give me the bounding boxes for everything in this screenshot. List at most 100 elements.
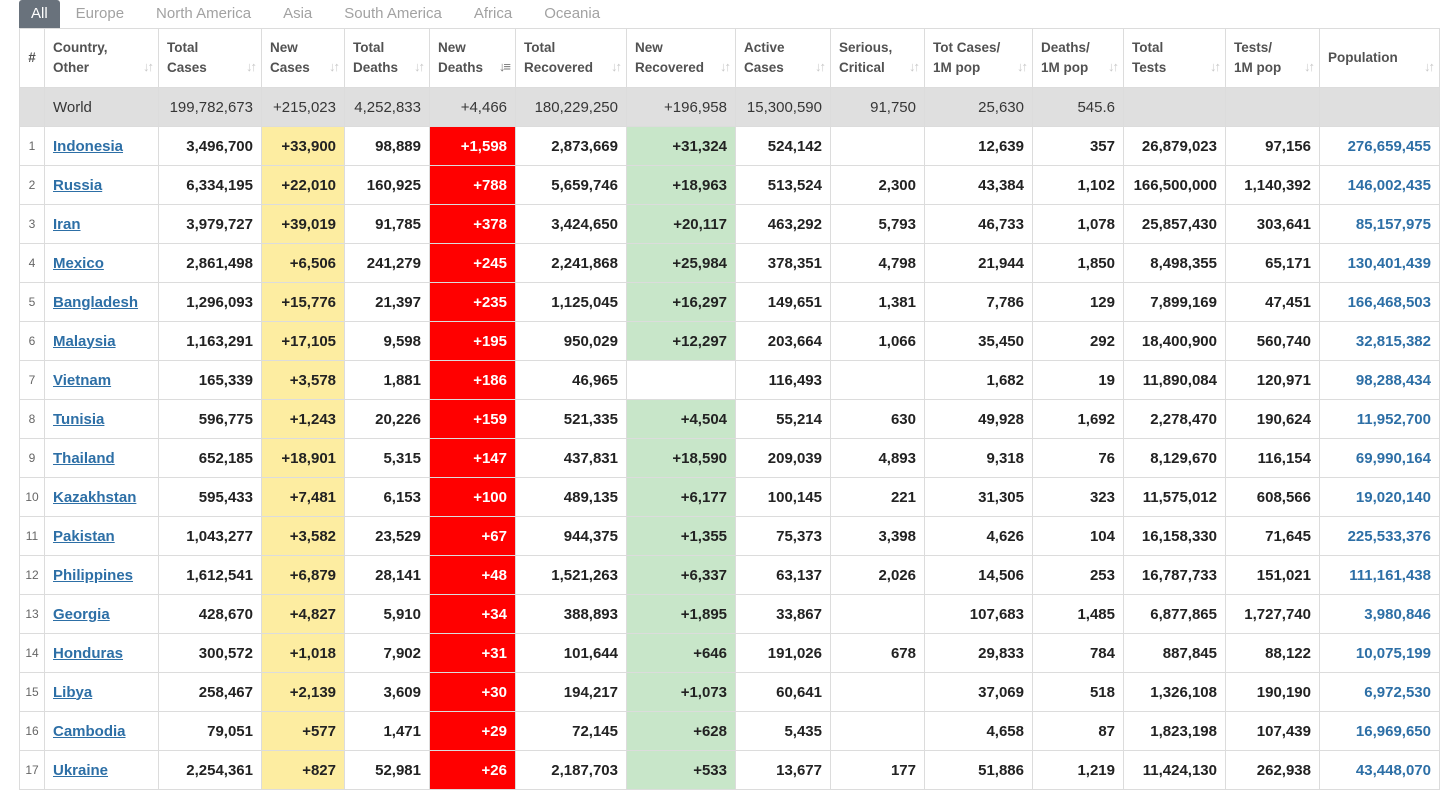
header-tests-per-1m[interactable]: Tests/1M pop ↓↑	[1225, 28, 1320, 88]
sort-desc-icon[interactable]: ↓≡	[498, 59, 511, 74]
header-total-deaths[interactable]: Total Deaths ↓↑	[344, 28, 430, 88]
cell-total-recovered: 72,145	[515, 711, 627, 751]
cell-country: World	[44, 87, 159, 127]
cell-new-deaths: +788	[429, 165, 516, 205]
header-new-recovered[interactable]: New Recovered ↓↑	[626, 28, 736, 88]
cell-active-cases: 13,677	[735, 750, 831, 790]
cell-new-deaths: +34	[429, 594, 516, 634]
country-link[interactable]: Kazakhstan	[53, 488, 137, 506]
country-link[interactable]: Cambodia	[53, 722, 126, 740]
sort-icon[interactable]: ↓↑	[815, 59, 826, 74]
cell-new-deaths: +378	[429, 204, 516, 244]
header-total-cases[interactable]: Total Cases ↓↑	[158, 28, 262, 88]
header-new-deaths[interactable]: New Deaths ↓≡	[429, 28, 516, 88]
country-link[interactable]: Pakistan	[53, 527, 115, 545]
cell-total-recovered: 437,831	[515, 438, 627, 478]
cell-active-cases: 100,145	[735, 477, 831, 517]
cell-index: 17	[19, 750, 45, 790]
cell-serious-critical: 678	[830, 633, 925, 673]
cell-total-deaths: 20,226	[344, 399, 430, 439]
header-label-line1: Tests/	[1234, 40, 1273, 55]
cell-tests-per-1m: 560,740	[1225, 321, 1320, 361]
sort-icon[interactable]: ↓↑	[1304, 59, 1315, 74]
cell-new-deaths: +31	[429, 633, 516, 673]
cell-total-recovered: 2,241,868	[515, 243, 627, 283]
sort-icon[interactable]: ↓↑	[414, 59, 425, 74]
continent-tabs: All Europe North America Asia South America A…	[19, 0, 616, 28]
cell-tests-per-1m: 303,641	[1225, 204, 1320, 244]
sort-icon[interactable]: ↓↑	[720, 59, 731, 74]
header-country[interactable]: Country, Other ↓↑	[44, 28, 159, 88]
cell-population: 16,969,650	[1319, 711, 1440, 751]
cell-deaths-per-1m: 357	[1032, 126, 1124, 166]
header-label-line1: Total	[353, 40, 385, 55]
tab-asia[interactable]: Asia	[283, 5, 313, 22]
cell-deaths-per-1m: 129	[1032, 282, 1124, 322]
cell-tests-per-1m: 97,156	[1225, 126, 1320, 166]
tab-oceania[interactable]: Oceania	[544, 5, 601, 22]
country-link[interactable]: Georgia	[53, 605, 110, 623]
header-label-line1: Total	[524, 40, 556, 55]
sort-icon[interactable]: ↓↑	[329, 59, 340, 74]
tab-africa[interactable]: Africa	[473, 5, 513, 22]
table-row: 11 Pakistan 1,043,277 +3,582 23,529 +67 944,37…	[19, 516, 1440, 556]
table-row: 14 Honduras 300,572 +1,018 7,902 +31 101,644 +6…	[19, 633, 1440, 673]
country-link[interactable]: Indonesia	[53, 137, 124, 155]
cell-serious-critical	[830, 711, 925, 751]
header-label-line2: 1M pop	[1041, 60, 1089, 75]
header-new-cases[interactable]: New Cases ↓↑	[261, 28, 345, 88]
header-serious-critical[interactable]: Serious, Critical ↓↑	[830, 28, 925, 88]
header-deaths-per-1m[interactable]: Deaths/1M pop ↓↑	[1032, 28, 1124, 88]
tab-north-america[interactable]: North America	[156, 5, 252, 22]
country-link[interactable]: Ukraine	[53, 761, 109, 779]
tab-all[interactable]: All	[19, 0, 60, 28]
tab-europe[interactable]: Europe	[75, 5, 125, 22]
sort-icon[interactable]: ↓↑	[1210, 59, 1221, 74]
cell-total-tests: 11,575,012	[1123, 477, 1226, 517]
cell-total-cases: 1,612,541	[158, 555, 262, 595]
sort-icon[interactable]: ↓↑	[143, 59, 154, 74]
cell-total-cases: 595,433	[158, 477, 262, 517]
header-label-line2: Deaths	[353, 60, 399, 75]
cell-serious-critical: 1,381	[830, 282, 925, 322]
sort-icon[interactable]: ↓↑	[1017, 59, 1028, 74]
cell-index: 3	[19, 204, 45, 244]
cell-new-recovered: +628	[626, 711, 736, 751]
country-link[interactable]: Mexico	[53, 254, 104, 272]
cell-tests-per-1m: 608,566	[1225, 477, 1320, 517]
tab-south-america[interactable]: South America	[344, 5, 442, 22]
header-population[interactable]: Population ↓↑	[1319, 28, 1440, 88]
cell-tests-per-1m: 190,190	[1225, 672, 1320, 712]
sort-icon[interactable]: ↓↑	[1424, 59, 1435, 74]
cell-population: 6,972,530	[1319, 672, 1440, 712]
sort-icon[interactable]: ↓↑	[611, 59, 622, 74]
header-total-recovered[interactable]: Total Recovered ↓↑	[515, 28, 627, 88]
sort-icon[interactable]: ↓↑	[1108, 59, 1119, 74]
cell-new-deaths: +30	[429, 672, 516, 712]
sort-icon[interactable]: ↓↑	[246, 59, 257, 74]
country-link[interactable]: Vietnam	[53, 371, 112, 389]
country-link[interactable]: Russia	[53, 176, 103, 194]
sort-icon[interactable]: ↓↑	[909, 59, 920, 74]
header-active-cases[interactable]: Active Cases ↓↑	[735, 28, 831, 88]
cell-total-cases: 6,334,195	[158, 165, 262, 205]
cell-serious-critical: 4,798	[830, 243, 925, 283]
table-row: 1 Indonesia 3,496,700 +33,900 98,889 +1,598 2,…	[19, 126, 1440, 166]
country-link[interactable]: Iran	[53, 215, 81, 233]
country-link[interactable]: Thailand	[53, 449, 115, 467]
header-index[interactable]: #	[19, 28, 45, 88]
country-link[interactable]: Bangladesh	[53, 293, 139, 311]
country-link[interactable]: Malaysia	[53, 332, 116, 350]
header-tot-cases-per-1m[interactable]: Tot Cases/1M pop ↓↑	[924, 28, 1033, 88]
country-link[interactable]: Tunisia	[53, 410, 105, 428]
cell-total-tests: 166,500,000	[1123, 165, 1226, 205]
header-total-tests[interactable]: Total Tests ↓↑	[1123, 28, 1226, 88]
cell-index: 6	[19, 321, 45, 361]
cell-new-cases: +6,506	[261, 243, 345, 283]
country-link[interactable]: Libya	[53, 683, 93, 701]
cell-total-cases: 3,979,727	[158, 204, 262, 244]
country-link[interactable]: Honduras	[53, 644, 124, 662]
cell-country: Malaysia	[44, 321, 159, 361]
cell-deaths-per-1m: 545.6	[1032, 87, 1124, 127]
country-link[interactable]: Philippines	[53, 566, 134, 584]
